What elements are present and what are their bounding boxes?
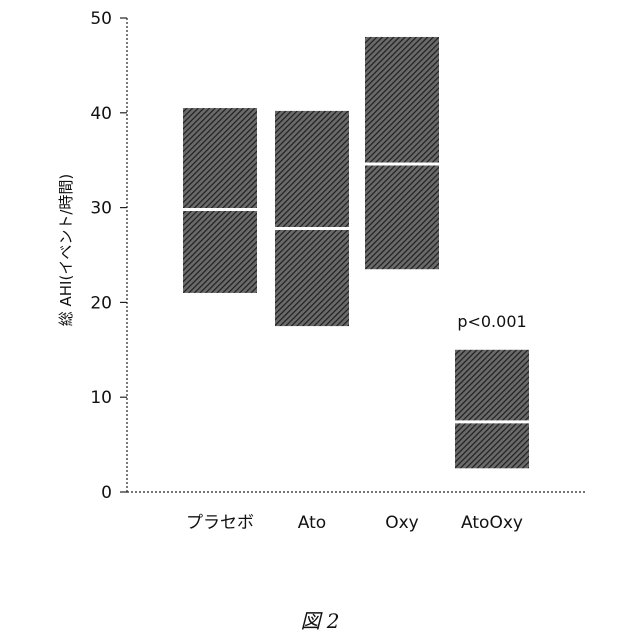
y-tick-label: 40 <box>90 104 112 124</box>
p-value-annotation: p<0.001 <box>457 312 526 331</box>
category-label: プラセボ <box>186 513 254 533</box>
box-3 <box>365 37 439 269</box>
y-tick-label: 0 <box>101 483 112 503</box>
y-ticks: 0 10 20 30 40 50 <box>90 9 127 503</box>
category-label: Ato <box>298 513 326 533</box>
figure-caption: 図 2 <box>300 609 339 633</box>
y-tick-label: 50 <box>90 9 112 29</box>
category-label: Oxy <box>385 513 419 533</box>
box-2 <box>275 111 349 326</box>
category-labels: プラセボAtoOxyAtoOxy <box>186 513 523 533</box>
box-4 <box>455 350 529 469</box>
y-tick-label: 10 <box>90 388 112 408</box>
y-axis-label: 総 AHI(イベント/時間) <box>57 174 75 327</box>
y-tick-label: 20 <box>90 293 112 313</box>
category-label: AtoOxy <box>461 513 523 533</box>
box-1 <box>183 108 257 293</box>
y-tick-label: 30 <box>90 199 112 219</box>
boxes <box>183 37 529 468</box>
